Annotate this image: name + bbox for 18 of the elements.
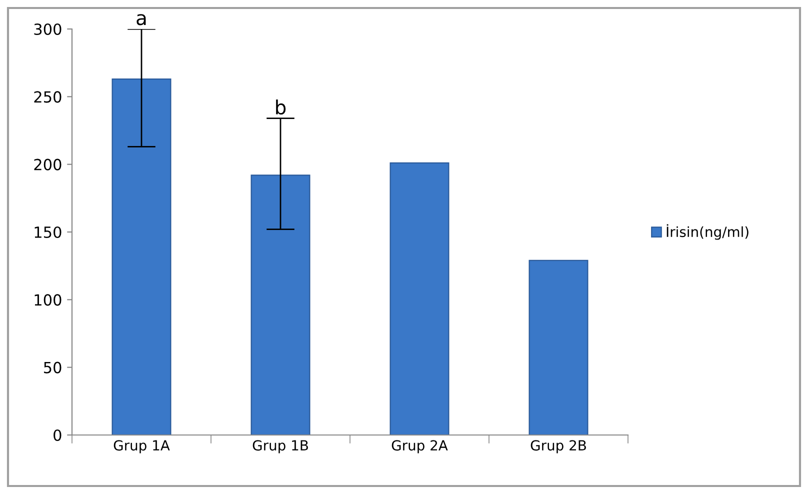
x-tick-label: Grup 1B [252, 440, 308, 454]
x-tick-label: Grup 2B [530, 440, 586, 454]
bar [250, 174, 310, 435]
y-tick-label: 300 [34, 23, 62, 36]
y-tick-label: 250 [34, 91, 62, 103]
y-tick-label: 100 [34, 294, 62, 306]
y-tick-label: 0 [54, 429, 62, 442]
bar [390, 162, 450, 435]
y-tick-label: 200 [34, 158, 62, 170]
bar [112, 78, 172, 435]
y-tick-label: 50 [44, 362, 62, 374]
x-tick-label: Grup 1A [114, 440, 170, 454]
x-tick-label: Grup 2A [392, 440, 448, 454]
bar [528, 260, 588, 435]
annotation: b [276, 100, 286, 115]
y-tick-label: 150 [34, 226, 62, 238]
legend-label: İrisin(ng/ml) [666, 224, 748, 240]
annotation: a [136, 14, 146, 26]
